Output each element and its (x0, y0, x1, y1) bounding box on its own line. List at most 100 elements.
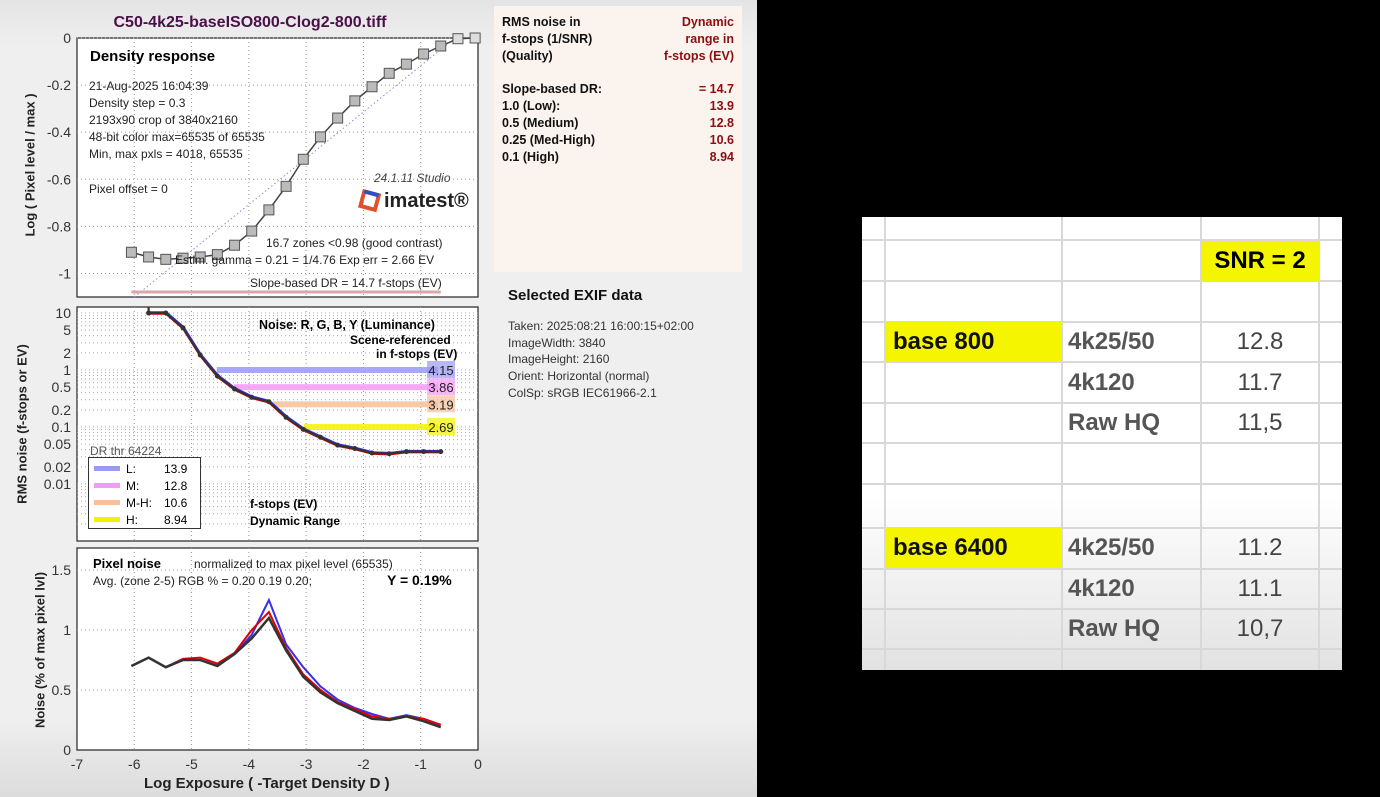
y-tick-label: 10 (55, 305, 71, 321)
fstops-label: f-stops (EV) (250, 497, 318, 511)
dr-value-cell[interactable]: 11.7 (1237, 368, 1283, 396)
y-noise-value: Y = 0.19% (387, 572, 452, 588)
dr-bar-label: 4.15 (428, 363, 453, 378)
x-tick-label: -7 (71, 756, 84, 772)
noise-heading: Noise: R, G, B, Y (Luminance) (259, 318, 435, 332)
dynamic-range-label: Dynamic Range (250, 514, 341, 528)
dr-label-bg (427, 361, 455, 378)
legend-item: H: 8.94 (94, 511, 195, 528)
dr-row-label: 0.25 (Med-High) (502, 133, 596, 147)
dr-value-cell[interactable]: 11.2 (1237, 534, 1283, 561)
pixel-offset: Pixel offset = 0 (89, 182, 168, 196)
dr-value-cell[interactable]: 12.8 (1236, 328, 1284, 355)
noise-point (335, 442, 341, 448)
noise-point (163, 310, 169, 316)
y-tick-label: 1 (63, 362, 71, 378)
x-axis-label: Log Exposure ( -Target Density D ) (144, 775, 390, 792)
y-tick-label: -0.8 (47, 218, 71, 234)
x-tick-label: -3 (300, 756, 313, 772)
dr-bar-label: 3.86 (428, 380, 453, 395)
mode-cell[interactable]: Raw HQ (1068, 615, 1161, 642)
scene-referenced-2: in f-stops (EV) (376, 347, 458, 361)
imatest-results-panel: 0 -0.2 -0.4 -0.6 -0.8 -1 10 5 2 1 0.5 0.2 0.1 0.05 0.0… (0, 0, 757, 797)
exif-title: Selected EXIF data (508, 287, 643, 304)
density-point (177, 252, 189, 264)
noise-point (386, 451, 392, 457)
dr-value-cell[interactable]: 11,5 (1237, 409, 1283, 436)
pixel-noise-curve-y (130, 615, 442, 729)
density-point (229, 239, 241, 251)
density-point (194, 251, 206, 263)
density-point (452, 33, 464, 45)
y-tick-label: -0.4 (47, 124, 71, 140)
legend-value: 10.6 (164, 495, 188, 510)
density-point (297, 153, 309, 165)
logo-text: imatest® (384, 189, 469, 212)
density-point (366, 81, 378, 93)
file-title: C50-4k25-baseISO800-Clog2-800.tiff (113, 14, 387, 31)
group-label-cell[interactable]: base 6400 (885, 528, 1062, 568)
x-tick-label: -5 (185, 756, 198, 772)
dr-row: 1.0 (Low): 13.9 (502, 99, 734, 113)
mode-cell[interactable]: Raw HQ (1068, 409, 1161, 436)
density-point (246, 225, 258, 237)
mode-cell[interactable]: 4k120 (1068, 574, 1135, 602)
scene-referenced: Scene-referenced (350, 333, 451, 347)
group-label-cell[interactable]: base 800 (885, 322, 1062, 362)
pixel-noise-heading: Pixel noise (93, 556, 161, 571)
x-tick-label: -6 (128, 756, 141, 772)
dr-label-bg (427, 418, 455, 435)
y-tick-label: 5 (63, 322, 71, 338)
density-ylabel: Log ( Pixel level / max ) (22, 93, 38, 237)
dr-row-value: 10.6 (709, 133, 734, 147)
y-tick-label: 0.2 (52, 402, 72, 418)
dr-row: Slope-based DR: = 14.7 (502, 82, 734, 96)
y-tick-label: 0 (63, 742, 71, 758)
dr-label-bg (427, 378, 455, 396)
legend-item: M: 12.8 (94, 477, 195, 494)
dr-value-cell[interactable]: 11.1 (1237, 574, 1283, 602)
density-point (349, 95, 361, 107)
mode-cell[interactable]: 4k25/50 (1068, 328, 1155, 355)
legend-item: L: 13.9 (94, 460, 195, 477)
density-point (211, 249, 223, 261)
noise-point (421, 449, 427, 455)
dr-row-value: = 14.7 (698, 82, 734, 96)
noise-point (249, 394, 255, 400)
dr-row-label: 1.0 (Low): (502, 99, 561, 113)
version-label: 24.1.11 Studio (374, 171, 451, 185)
legend-swatch (94, 517, 120, 522)
dr-bar (216, 367, 438, 373)
info-line: Density step = 0.3 (89, 96, 186, 110)
x-tick-label: -2 (357, 756, 370, 772)
imatest-logo: imatest® (356, 188, 469, 214)
dr-bar-label: 3.19 (428, 397, 453, 412)
legend-value: 12.8 (164, 478, 188, 493)
noise-point (197, 352, 203, 358)
info-line: 2193x90 crop of 3840x2160 (89, 113, 238, 127)
normalized-text: normalized to max pixel level (65535) (194, 557, 393, 571)
y-tick-label: -0.6 (47, 171, 71, 187)
density-point (143, 251, 155, 263)
dr-threshold: DR thr 64224 (90, 444, 162, 458)
header-right: Dynamic (681, 15, 734, 29)
spreadsheet: SNR = 2 base 800 4k25/50 12.8 4k120 11.7 Raw … (862, 217, 1342, 670)
gamma-text: Estim. gamma = 0.21 = 1/4.76 Exp err = 2… (175, 253, 435, 267)
noise-point (180, 325, 186, 331)
noise-ylabel: RMS noise (f-stops or EV) (14, 344, 30, 504)
mode-cell[interactable]: 4k120 (1068, 368, 1135, 396)
exif-line: Taken: 2025:08:21 16:00:15+02:00 (508, 319, 694, 333)
exif-line: ImageHeight: 2160 (508, 352, 610, 367)
snr-header-cell[interactable]: SNR = 2 (1201, 241, 1319, 281)
dr-row-value: 8.94 (709, 150, 734, 164)
dr-bar (303, 424, 438, 430)
density-info: 21-Aug-2025 16:04:39 Density step = 0.3 … (89, 78, 265, 163)
dr-value-cell[interactable]: 10,7 (1236, 615, 1284, 642)
mode-cell[interactable]: 4k25/50 (1068, 534, 1155, 561)
pixel-noise-ylabel: Noise (% of max pixel lvl) (32, 571, 48, 729)
legend-key: M: (126, 478, 140, 493)
y-tick-label: -0.2 (47, 77, 71, 93)
exif-data: Taken: 2025:08:21 16:00:15+02:00 ImageWi… (508, 318, 694, 402)
info-line: 48-bit color max=65535 of 65535 (89, 130, 265, 144)
noise-point (266, 399, 272, 405)
